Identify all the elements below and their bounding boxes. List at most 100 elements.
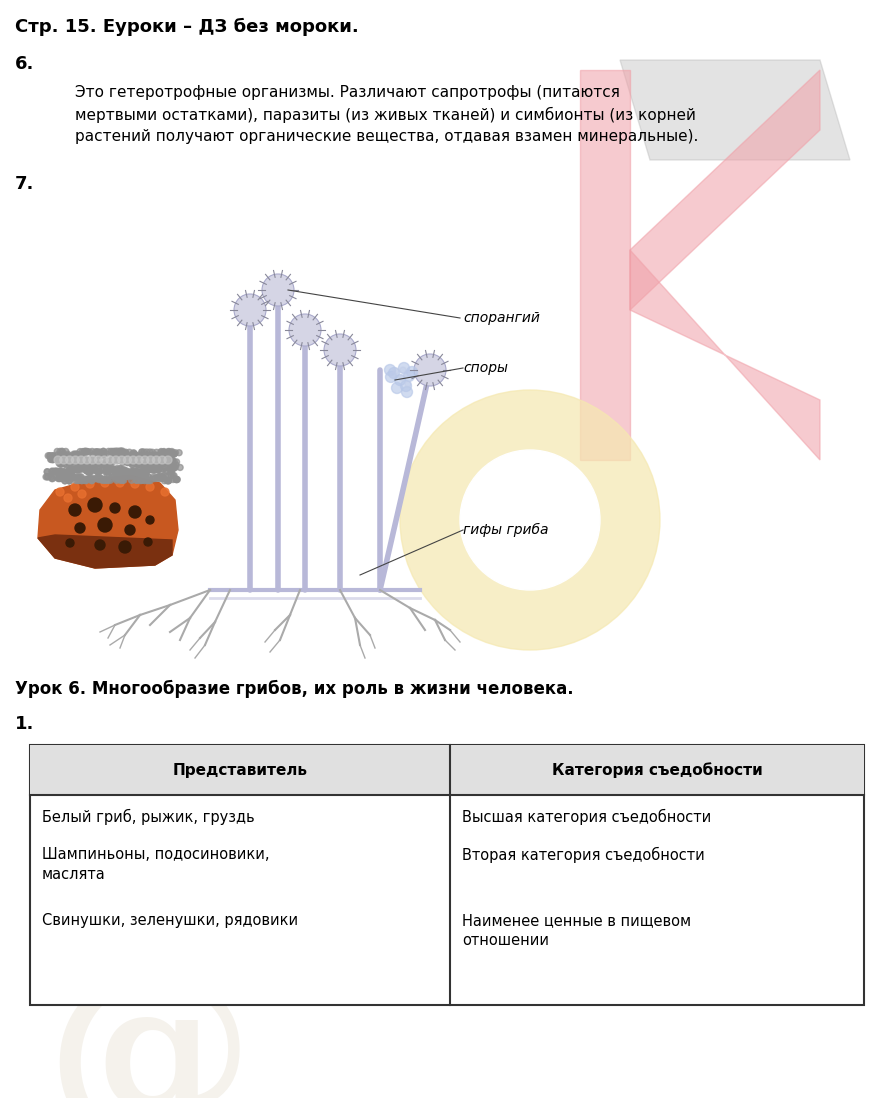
Circle shape xyxy=(119,457,125,462)
Text: Это гетеротрофные организмы. Различают сапротрофы (питаются: Это гетеротрофные организмы. Различают с… xyxy=(75,85,620,100)
Circle shape xyxy=(65,472,72,478)
Circle shape xyxy=(121,469,126,474)
Circle shape xyxy=(154,453,159,460)
Text: гифы гриба: гифы гриба xyxy=(463,523,549,537)
Circle shape xyxy=(65,460,72,467)
Circle shape xyxy=(156,453,162,460)
Circle shape xyxy=(80,453,86,460)
Circle shape xyxy=(121,467,126,473)
Circle shape xyxy=(115,473,122,480)
Circle shape xyxy=(119,457,124,463)
Circle shape xyxy=(156,474,162,480)
Circle shape xyxy=(58,475,63,481)
Circle shape xyxy=(72,467,78,473)
Circle shape xyxy=(90,466,96,472)
Text: 6.: 6. xyxy=(15,55,34,72)
Circle shape xyxy=(113,448,118,455)
Circle shape xyxy=(119,541,131,553)
Circle shape xyxy=(131,452,137,458)
Circle shape xyxy=(85,449,90,455)
Circle shape xyxy=(112,449,118,456)
Circle shape xyxy=(73,452,80,458)
Circle shape xyxy=(146,478,152,483)
Circle shape xyxy=(120,460,126,466)
Polygon shape xyxy=(630,70,820,310)
Circle shape xyxy=(110,448,116,455)
Circle shape xyxy=(114,469,120,474)
Circle shape xyxy=(43,474,49,480)
Circle shape xyxy=(63,475,69,481)
Circle shape xyxy=(142,474,148,480)
Circle shape xyxy=(138,469,144,475)
Circle shape xyxy=(173,477,179,482)
Circle shape xyxy=(133,469,139,474)
Circle shape xyxy=(131,473,137,479)
Circle shape xyxy=(131,480,139,488)
Circle shape xyxy=(109,458,115,463)
Circle shape xyxy=(126,457,132,463)
Circle shape xyxy=(130,456,138,464)
Circle shape xyxy=(153,452,159,458)
Text: Представитель: Представитель xyxy=(173,762,308,777)
Circle shape xyxy=(101,479,109,488)
Circle shape xyxy=(105,478,111,483)
Circle shape xyxy=(83,478,89,483)
Circle shape xyxy=(131,458,137,464)
Circle shape xyxy=(84,468,90,474)
Circle shape xyxy=(137,474,143,480)
Circle shape xyxy=(134,478,140,483)
Circle shape xyxy=(103,469,108,474)
Circle shape xyxy=(158,474,164,480)
Circle shape xyxy=(160,453,166,460)
Circle shape xyxy=(132,473,138,479)
Circle shape xyxy=(97,475,103,482)
Text: споры: споры xyxy=(463,361,508,376)
Circle shape xyxy=(111,473,117,480)
Circle shape xyxy=(69,467,75,472)
Circle shape xyxy=(125,460,131,466)
Circle shape xyxy=(148,461,155,467)
Circle shape xyxy=(129,460,135,466)
Circle shape xyxy=(71,483,79,491)
Circle shape xyxy=(69,472,75,478)
Circle shape xyxy=(90,452,96,458)
Circle shape xyxy=(168,450,174,456)
Circle shape xyxy=(160,474,166,480)
Circle shape xyxy=(61,453,67,459)
Circle shape xyxy=(134,461,140,468)
Circle shape xyxy=(103,462,109,468)
Circle shape xyxy=(401,386,412,397)
Circle shape xyxy=(118,449,123,456)
Circle shape xyxy=(169,457,175,463)
Circle shape xyxy=(82,467,88,473)
Circle shape xyxy=(125,457,131,463)
Circle shape xyxy=(57,452,63,458)
Circle shape xyxy=(50,457,56,462)
Circle shape xyxy=(114,466,120,472)
Circle shape xyxy=(105,467,111,472)
Circle shape xyxy=(148,467,155,473)
Circle shape xyxy=(126,472,132,479)
Circle shape xyxy=(390,372,396,378)
Circle shape xyxy=(87,464,93,471)
Circle shape xyxy=(142,475,148,481)
Circle shape xyxy=(150,460,156,467)
Circle shape xyxy=(100,448,106,455)
Circle shape xyxy=(173,459,180,464)
Circle shape xyxy=(69,474,75,481)
Circle shape xyxy=(93,461,99,468)
Circle shape xyxy=(89,456,97,464)
Circle shape xyxy=(78,460,84,467)
Circle shape xyxy=(83,448,89,455)
Circle shape xyxy=(150,464,156,470)
Circle shape xyxy=(164,456,172,464)
Circle shape xyxy=(117,466,122,472)
Circle shape xyxy=(122,468,129,474)
Circle shape xyxy=(131,452,138,458)
Circle shape xyxy=(112,456,120,464)
Circle shape xyxy=(149,452,156,458)
Circle shape xyxy=(148,452,154,459)
Circle shape xyxy=(110,449,116,456)
Circle shape xyxy=(99,475,105,482)
Text: отношении: отношении xyxy=(462,933,549,948)
